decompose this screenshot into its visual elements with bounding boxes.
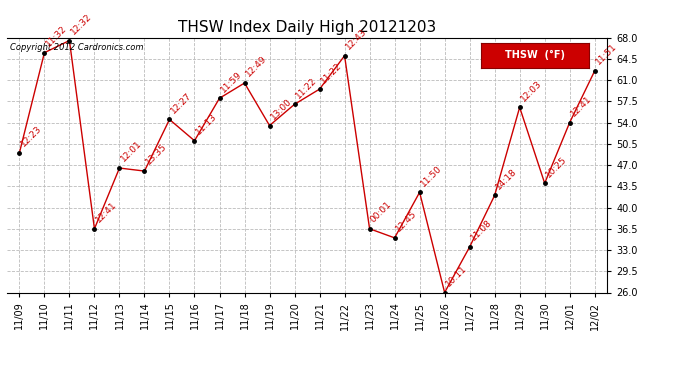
- Text: 13:35: 13:35: [144, 142, 168, 167]
- Text: 10:25: 10:25: [544, 154, 569, 179]
- Text: 12:27: 12:27: [168, 91, 193, 115]
- Text: 12:43: 12:43: [344, 27, 368, 51]
- Text: 12:32: 12:32: [68, 12, 93, 36]
- Text: 10:11: 10:11: [444, 264, 469, 288]
- Title: THSW Index Daily High 20121203: THSW Index Daily High 20121203: [178, 20, 436, 35]
- Text: 11:22: 11:22: [294, 76, 318, 100]
- Text: 12:01: 12:01: [119, 139, 144, 164]
- Text: 12:45: 12:45: [394, 209, 418, 234]
- Text: 12:41: 12:41: [569, 94, 593, 118]
- Text: 12:49: 12:49: [244, 54, 268, 79]
- Text: 11:32: 11:32: [43, 24, 68, 48]
- Text: 11:22: 11:22: [319, 60, 343, 85]
- Text: 11:13: 11:13: [194, 112, 218, 136]
- Text: 11:08: 11:08: [469, 218, 493, 243]
- Text: 12:41: 12:41: [94, 200, 118, 225]
- Text: 11:51: 11:51: [594, 42, 618, 67]
- Text: Copyright 2012 Cardronics.com: Copyright 2012 Cardronics.com: [10, 43, 144, 52]
- Text: 12:03: 12:03: [519, 79, 544, 103]
- Text: 13:00: 13:00: [268, 97, 293, 122]
- Text: 11:50: 11:50: [419, 164, 444, 188]
- Text: 12:23: 12:23: [19, 124, 43, 149]
- Text: 11:59: 11:59: [219, 69, 244, 94]
- Text: 14:18: 14:18: [494, 166, 518, 191]
- Text: 00:01: 00:01: [368, 200, 393, 225]
